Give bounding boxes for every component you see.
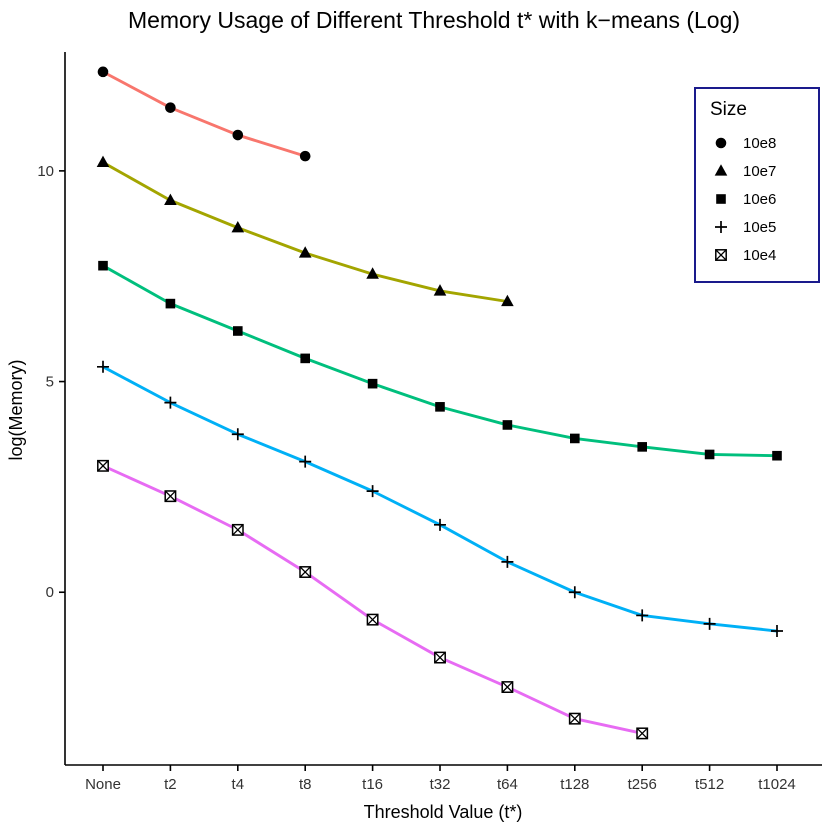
data-point-marker [637, 442, 647, 452]
x-tick-label: None [85, 776, 121, 793]
legend-item-label: 10e5 [743, 218, 777, 236]
x-tick-label: t2 [164, 776, 177, 793]
legend-item-label: 10e7 [743, 162, 777, 180]
data-point-marker [299, 150, 311, 162]
legend-item-10e5: 10e5 [708, 213, 802, 241]
series-line-10e8 [101, 70, 307, 158]
data-point-marker [772, 450, 782, 461]
data-point-marker [568, 712, 581, 725]
plot-series-group: 0 5 10 None t2 t4 t8 t16 t32 t64 t128 t256 t512 t1024 [37, 52, 822, 793]
data-point-marker [165, 298, 176, 309]
data-point-marker [164, 193, 177, 205]
data-point-marker [366, 267, 379, 279]
data-point-marker [231, 220, 245, 233]
legend-key-square-icon [716, 194, 726, 204]
chart-title: Memory Usage of Different Threshold t* w… [128, 7, 740, 33]
data-point-marker [771, 625, 783, 638]
data-point-marker [231, 428, 244, 441]
legend-item-10e4: 10e4 [708, 241, 802, 269]
series-line-10e7 [101, 160, 509, 303]
legend-item-label: 10e6 [743, 190, 777, 208]
data-point-marker [502, 420, 513, 430]
data-point-marker [97, 360, 109, 373]
legend-item-10e7: 10e7 [708, 157, 802, 185]
x-tick-label: t8 [299, 776, 312, 793]
x-tick-label: t16 [362, 776, 383, 793]
data-point-marker [232, 129, 244, 141]
data-point-marker [434, 651, 446, 664]
data-point-marker [231, 523, 244, 536]
data-point-marker [435, 402, 445, 412]
data-point-marker [714, 164, 728, 176]
legend-item-label: 10e4 [743, 246, 777, 264]
data-point-marker [636, 609, 649, 622]
series-line-10e4 [101, 464, 644, 735]
data-point-marker [233, 326, 243, 336]
data-point-marker [164, 396, 177, 409]
y-tick-label: 10 [37, 163, 54, 180]
x-tick-label: t512 [695, 776, 724, 793]
data-point-marker [165, 102, 176, 113]
legend-item-10e6: 10e6 [708, 185, 802, 213]
data-point-marker [434, 518, 446, 531]
y-tick-label: 0 [46, 584, 54, 601]
x-tick-label: t1024 [758, 776, 796, 793]
legend-key-circle-icon [715, 137, 727, 149]
data-point-marker [501, 294, 514, 307]
data-point-marker [300, 353, 310, 364]
data-point-marker [299, 566, 312, 578]
data-point-marker [96, 155, 110, 168]
legend-items: 10e8 10e7 10e6 10e5 10e4 [708, 129, 802, 269]
data-point-marker [299, 455, 312, 468]
data-point-marker [298, 246, 312, 258]
data-point-marker [501, 555, 514, 568]
data-point-marker [366, 613, 379, 626]
data-point-marker [501, 681, 514, 693]
legend-item-10e8: 10e8 [708, 129, 802, 157]
data-point-marker [97, 459, 109, 472]
data-point-marker [716, 194, 726, 204]
x-tick-label: t32 [430, 776, 451, 793]
data-point-marker [636, 727, 649, 740]
data-point-marker [433, 284, 447, 296]
y-axis-label: log(Memory) [6, 359, 26, 460]
legend-key-square-cross-icon [715, 249, 727, 261]
x-tick-label: t256 [628, 776, 657, 793]
legend-key-triangle-icon [714, 164, 728, 176]
data-point-marker [164, 490, 177, 503]
data-point-marker [98, 260, 108, 271]
x-tick-label: t128 [560, 776, 589, 793]
data-point-marker [704, 449, 715, 460]
data-point-marker [366, 485, 379, 498]
x-tick-label: t4 [232, 776, 245, 793]
data-point-marker [715, 137, 727, 149]
legend: Size 10e8 10e7 10e6 10e5 10e4 [694, 87, 820, 283]
legend-title: Size [710, 99, 747, 120]
data-point-marker [715, 249, 727, 261]
legend-key-plus-icon [715, 221, 727, 233]
data-point-marker [703, 617, 716, 630]
x-tick-label: t64 [497, 776, 518, 793]
data-point-marker [367, 378, 378, 389]
data-point-marker [568, 586, 581, 599]
data-point-marker [570, 433, 580, 444]
legend-item-label: 10e8 [743, 134, 777, 152]
data-point-marker [97, 66, 109, 78]
x-axis-label: Threshold Value (t*) [364, 802, 523, 822]
y-tick-label: 5 [46, 374, 54, 391]
data-point-marker [715, 221, 727, 233]
